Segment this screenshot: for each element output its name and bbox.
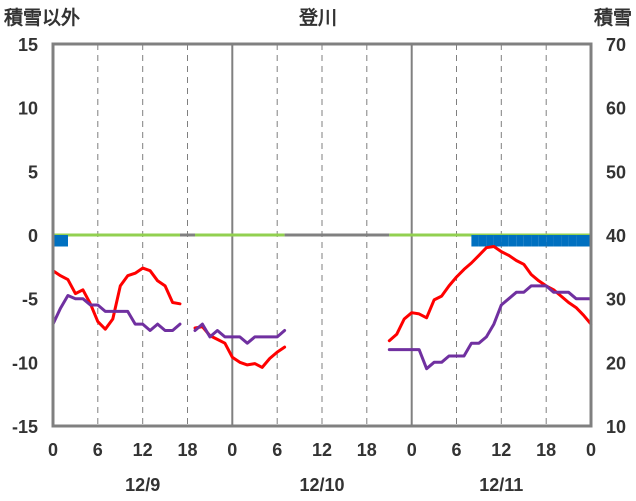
x-tick-label: 0 bbox=[227, 440, 237, 460]
x-tick-label: 6 bbox=[451, 440, 461, 460]
left-tick-label: -15 bbox=[12, 417, 38, 437]
left-tick-label: 5 bbox=[28, 162, 38, 182]
temperature-line bbox=[51, 266, 182, 331]
precipitation-bar bbox=[478, 235, 487, 247]
right-tick-label: 50 bbox=[606, 162, 626, 182]
precipitation-bar bbox=[486, 235, 494, 247]
precipitation-bar bbox=[508, 235, 517, 247]
precipitation-bar bbox=[471, 235, 479, 247]
x-tick-label: 12 bbox=[312, 440, 332, 460]
precipitation-bar bbox=[538, 235, 547, 247]
precipitation-bar bbox=[501, 235, 509, 247]
right-tick-label: 20 bbox=[606, 353, 626, 373]
chart-title: 登川 bbox=[298, 6, 337, 29]
precipitation-bar bbox=[576, 235, 584, 247]
right-tick-label: 30 bbox=[606, 290, 626, 310]
x-axis-ticks: 0 6 12 18 0 6 12 18 0 6 12 18 0 bbox=[48, 440, 596, 460]
precipitation-bar bbox=[493, 235, 502, 247]
x-tick-label: 18 bbox=[177, 440, 197, 460]
right-tick-label: 70 bbox=[606, 35, 626, 55]
precipitation-bar bbox=[523, 235, 532, 247]
x-tick-label: 0 bbox=[586, 440, 596, 460]
precipitation-bars bbox=[53, 235, 591, 247]
left-axis-ticks: -15 -10 -5 0 5 10 15 bbox=[12, 35, 38, 437]
right-tick-label: 60 bbox=[606, 99, 626, 119]
left-tick-label: 15 bbox=[18, 35, 38, 55]
precipitation-bar bbox=[60, 235, 68, 247]
date-label: 12/11 bbox=[479, 475, 523, 495]
left-tick-label: -5 bbox=[22, 290, 38, 310]
snow-depth-line bbox=[387, 284, 593, 371]
x-tick-label: 0 bbox=[407, 440, 417, 460]
data-lines bbox=[51, 245, 593, 371]
left-tick-label: 10 bbox=[18, 99, 38, 119]
right-tick-label: 10 bbox=[606, 417, 626, 437]
precipitation-bar bbox=[53, 235, 61, 247]
x-tick-label: 12 bbox=[133, 440, 153, 460]
precipitation-bar bbox=[531, 235, 539, 247]
precipitation-bar bbox=[546, 235, 554, 247]
precipitation-bar bbox=[583, 235, 591, 247]
snow-depth-line bbox=[51, 294, 182, 332]
date-label: 12/10 bbox=[299, 475, 344, 495]
snow-depth-line bbox=[193, 322, 287, 345]
x-tick-label: 6 bbox=[272, 440, 282, 460]
precipitation-bar bbox=[561, 235, 569, 247]
date-label: 12/9 bbox=[125, 475, 160, 495]
x-tick-label: 12 bbox=[491, 440, 511, 460]
x-tick-label: 6 bbox=[93, 440, 103, 460]
date-labels: 12/9 12/10 12/11 bbox=[125, 475, 523, 495]
precipitation-bar bbox=[553, 235, 562, 247]
x-tick-label: 0 bbox=[48, 440, 58, 460]
x-tick-label: 18 bbox=[536, 440, 556, 460]
right-axis-title: 積雪 bbox=[594, 6, 632, 29]
right-axis-ticks: 10 20 30 40 50 60 70 bbox=[606, 35, 626, 437]
precipitation-bar bbox=[516, 235, 524, 247]
left-tick-label: -10 bbox=[12, 353, 38, 373]
plot-frame bbox=[51, 42, 593, 428]
precipitation-bar bbox=[568, 235, 577, 247]
x-tick-label: 18 bbox=[357, 440, 377, 460]
left-tick-label: 0 bbox=[28, 226, 38, 246]
left-axis-title: 積雪以外 bbox=[4, 6, 80, 29]
right-tick-label: 40 bbox=[606, 226, 626, 246]
